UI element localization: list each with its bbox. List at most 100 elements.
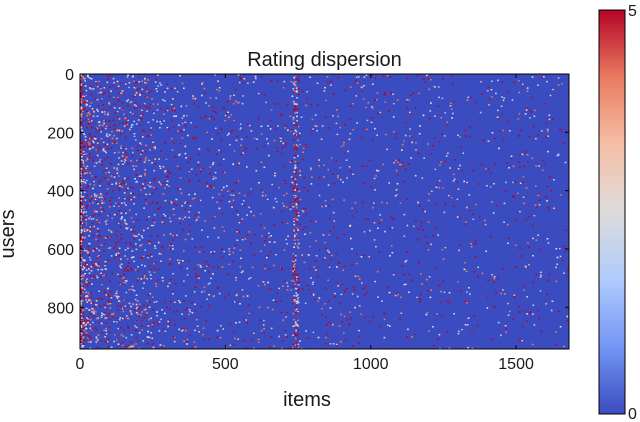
rating-cell (310, 277, 312, 279)
rating-cell (153, 271, 156, 274)
rating-cell (296, 229, 298, 231)
rating-cell (90, 302, 93, 304)
rating-cell (133, 260, 135, 263)
rating-cell (409, 128, 411, 130)
rating-cell (332, 173, 335, 175)
rating-cell (295, 177, 298, 179)
rating-cell (105, 151, 107, 154)
rating-cell (337, 285, 339, 287)
rating-cell (548, 273, 551, 276)
rating-cell (152, 146, 155, 148)
rating-cell (123, 156, 126, 158)
rating-cell (518, 161, 520, 163)
rating-cell (117, 309, 120, 311)
rating-cell (118, 210, 121, 212)
rating-cell (106, 314, 109, 317)
rating-cell (309, 232, 312, 234)
rating-cell (220, 325, 222, 327)
rating-cell (86, 294, 89, 297)
rating-cell (240, 257, 242, 259)
rating-cell (238, 162, 240, 165)
rating-cell (96, 219, 98, 221)
rating-cell (297, 202, 300, 205)
rating-cell (238, 222, 241, 224)
rating-cell (139, 161, 141, 163)
rating-cell (286, 222, 289, 225)
rating-cell (294, 199, 297, 201)
rating-cell (87, 341, 90, 343)
rating-cell (119, 258, 122, 260)
rating-cell (144, 308, 147, 311)
rating-cell (82, 132, 85, 134)
rating-cell (80, 85, 82, 87)
rating-cell (118, 300, 120, 302)
rating-cell (148, 159, 150, 162)
rating-cell (94, 276, 97, 278)
rating-cell (96, 317, 98, 320)
rating-cell (520, 255, 523, 257)
rating-cell (355, 76, 358, 78)
rating-cell (332, 115, 334, 117)
rating-cell (80, 264, 82, 267)
rating-cell (280, 312, 283, 314)
rating-cell (348, 138, 351, 141)
rating-cell (146, 278, 148, 280)
rating-cell (430, 243, 432, 246)
rating-cell (524, 151, 527, 153)
rating-cell (294, 160, 297, 163)
rating-cell (164, 170, 167, 172)
rating-cell (147, 330, 149, 333)
rating-cell (134, 94, 137, 96)
rating-cell (373, 239, 376, 241)
rating-cell (171, 245, 174, 247)
rating-cell (89, 199, 91, 202)
rating-cell (81, 150, 84, 152)
rating-cell (120, 334, 123, 336)
rating-cell (129, 241, 131, 244)
rating-cell (123, 270, 125, 272)
rating-cell (276, 292, 279, 294)
rating-cell (132, 344, 135, 346)
rating-cell (176, 310, 178, 312)
rating-cell (86, 316, 88, 319)
rating-cell (295, 172, 297, 174)
rating-cell (281, 114, 283, 117)
rating-cell (441, 315, 443, 317)
rating-cell (139, 303, 141, 305)
rating-cell (181, 313, 183, 315)
rating-cell (180, 192, 183, 194)
rating-cell (132, 234, 135, 236)
rating-cell (491, 96, 493, 98)
rating-cell (336, 109, 338, 111)
rating-cell (241, 153, 244, 155)
rating-cell (135, 181, 137, 183)
rating-cell (547, 242, 550, 244)
rating-cell (82, 268, 84, 271)
rating-cell (144, 150, 147, 153)
rating-cell (293, 196, 296, 198)
rating-cell (108, 140, 110, 142)
rating-cell (279, 113, 282, 116)
rating-cell (141, 329, 144, 331)
rating-cell (487, 90, 489, 92)
rating-cell (118, 282, 121, 284)
rating-cell (97, 105, 100, 107)
rating-cell (204, 92, 206, 94)
rating-cell (215, 177, 217, 179)
rating-cell (102, 104, 105, 106)
rating-cell (156, 90, 158, 93)
rating-cell (328, 266, 331, 268)
rating-cell (541, 169, 544, 171)
rating-cell (84, 275, 86, 277)
rating-cell (208, 271, 210, 273)
rating-cell (158, 330, 161, 332)
rating-cell (109, 331, 112, 333)
rating-cell (370, 121, 373, 123)
rating-cell (118, 258, 121, 261)
rating-cell (410, 94, 412, 96)
rating-cell (194, 309, 197, 312)
rating-cell (221, 266, 224, 268)
rating-cell (291, 160, 293, 162)
rating-cell (85, 324, 87, 326)
rating-cell (115, 242, 117, 244)
